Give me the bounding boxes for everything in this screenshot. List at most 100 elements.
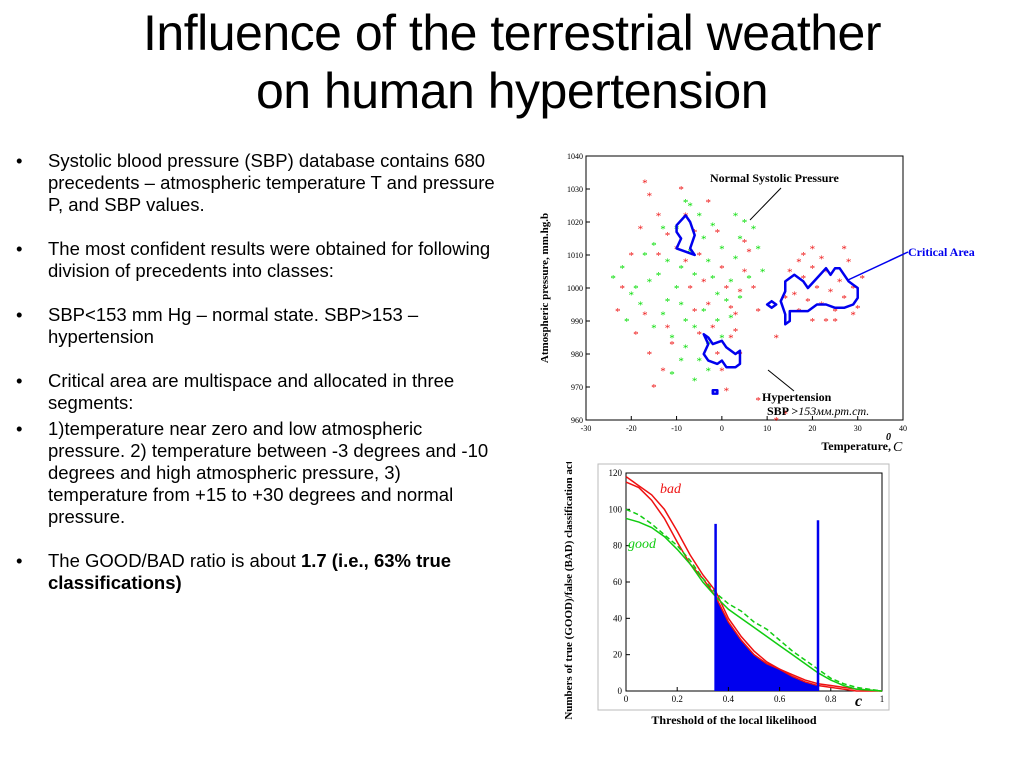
scatter-point-hypertension: * xyxy=(647,349,653,361)
scatter-point-hypertension: * xyxy=(701,276,707,288)
scatter-xlabel-unit-sup: 0 xyxy=(886,432,891,443)
scatter-point-normal: * xyxy=(710,273,716,285)
scatter-point-hypertension: * xyxy=(733,309,739,321)
scatter-point-hypertension: * xyxy=(746,247,752,259)
scatter-point-normal: * xyxy=(706,257,712,269)
scatter-point-hypertension: * xyxy=(696,250,702,262)
label-good: good xyxy=(628,537,657,552)
scatter-point-normal: * xyxy=(751,224,757,236)
critical-region xyxy=(779,266,859,326)
scatter-point-normal: * xyxy=(719,333,725,345)
scatter-point-normal: * xyxy=(629,290,635,302)
likelihood-xtick-label: 0.4 xyxy=(723,694,735,704)
scatter-point-hypertension: * xyxy=(719,263,725,275)
likelihood-ytick-label: 80 xyxy=(613,541,623,551)
bullet-item: SBP<153 mm Hg – normal state. SBP>153 – … xyxy=(14,304,499,348)
scatter-point-hypertension: * xyxy=(629,250,635,262)
scatter-point-hypertension: * xyxy=(810,263,816,275)
annotation-sbp-value: 153мм.рт.ст. xyxy=(798,404,869,418)
slide-title: Influence of the terrestrial weather on … xyxy=(0,4,1024,120)
scatter-point-hypertension: * xyxy=(783,408,789,420)
scatter-point-hypertension: * xyxy=(647,191,653,203)
scatter-point-normal: * xyxy=(696,210,702,222)
scatter-point-hypertension: * xyxy=(801,273,807,285)
scatter-point-hypertension: * xyxy=(832,316,838,328)
scatter-point-hypertension: * xyxy=(706,300,712,312)
scatter-point-hypertension: * xyxy=(638,224,644,236)
scatter-xtick-label: 20 xyxy=(808,424,816,433)
bullet-item-ratio: The GOOD/BAD ratio is about 1.7 (i.e., 6… xyxy=(14,550,499,594)
scatter-point-hypertension: * xyxy=(823,316,829,328)
scatter-point-normal: * xyxy=(633,283,639,295)
scatter-point-hypertension: * xyxy=(737,286,743,298)
scatter-point-hypertension: * xyxy=(828,286,834,298)
annotation-sbp-prefix: SBP > xyxy=(767,404,798,418)
series-line-bad xyxy=(625,481,882,692)
scatter-point-hypertension: * xyxy=(619,283,625,295)
scatter-point-normal: * xyxy=(733,253,739,265)
scatter-point-normal: * xyxy=(692,375,698,387)
scatter-point-hypertension: * xyxy=(855,303,861,315)
likelihood-ytick-label: 60 xyxy=(613,577,623,587)
scatter-point-normal: * xyxy=(742,217,748,229)
scatter-point-normal: * xyxy=(660,224,666,236)
likelihood-xtick-label: 0.8 xyxy=(825,694,837,704)
series-line-good_2 xyxy=(625,508,883,692)
scatter-point-hypertension: * xyxy=(651,382,657,394)
scatter-point-hypertension: * xyxy=(850,309,856,321)
scatter-xtick-label: -30 xyxy=(581,424,592,433)
annotation-normal-pointer xyxy=(749,187,782,221)
scatter-point-normal: * xyxy=(624,316,630,328)
scatter-point-hypertension: * xyxy=(728,303,734,315)
title-line-1: Influence of the terrestrial weather xyxy=(143,5,881,61)
title-line-2: on human hypertension xyxy=(255,63,769,119)
scatter-point-hypertension: * xyxy=(728,333,734,345)
scatter-ytick-label: 1040 xyxy=(567,152,583,161)
scatter-point-hypertension: * xyxy=(787,267,793,279)
scatter-chart: -30 -20 -10 0 10 20 30 409609709809901000101010… xyxy=(539,152,975,455)
scatter-point-hypertension: * xyxy=(724,385,730,397)
scatter-point-normal: * xyxy=(642,250,648,262)
scatter-point-hypertension: * xyxy=(733,326,739,338)
scatter-point-normal: * xyxy=(660,309,666,321)
scatter-point-hypertension: * xyxy=(814,283,820,295)
scatter-point-hypertension: * xyxy=(742,267,748,279)
scatter-point-normal: * xyxy=(610,273,616,285)
scatter-point-hypertension: * xyxy=(724,283,730,295)
scatter-point-normal: * xyxy=(719,243,725,255)
scatter-point-normal: * xyxy=(674,283,680,295)
likelihood-ylabel: Numbers of true (GOOD)/false (BAD) class… xyxy=(563,462,575,720)
scatter-point-normal: * xyxy=(737,293,743,305)
likelihood-chart: 0 0.2 0.4 0.6 0.8 1 0 20 40 60 80 100 120 bad good c… xyxy=(563,462,890,727)
label-bad: bad xyxy=(660,482,682,497)
series-line-good xyxy=(625,517,883,692)
bullet-item: The most confident results were obtained… xyxy=(14,238,499,282)
annotation-hyper: Hypertension xyxy=(762,390,832,404)
scatter-point-normal: * xyxy=(715,290,721,302)
annotation-sbp: SBP >153мм.рт.ст. xyxy=(767,404,869,418)
scatter-point-normal: * xyxy=(724,296,730,308)
scatter-point-hypertension: * xyxy=(850,283,856,295)
likelihood-ytick-label: 120 xyxy=(609,468,623,478)
scatter-xtick-label: -10 xyxy=(671,424,682,433)
scatter-point-normal: * xyxy=(710,220,716,232)
scatter-point-hypertension: * xyxy=(678,184,684,196)
scatter-xtick-label: -20 xyxy=(626,424,637,433)
scatter-point-normal: * xyxy=(687,201,693,213)
scatter-point-hypertension: * xyxy=(819,253,825,265)
scatter-point-hypertension: * xyxy=(656,250,662,262)
scatter-point-hypertension: * xyxy=(715,349,721,361)
scatter-point-hypertension: * xyxy=(642,309,648,321)
annotation-critical: Critical Area xyxy=(908,245,975,259)
likelihood-xtick-label: 1 xyxy=(880,694,885,704)
likelihood-ytick-label: 0 xyxy=(618,686,623,696)
scatter-xtick-label: 10 xyxy=(763,424,771,433)
scatter-ytick-label: 980 xyxy=(571,350,583,359)
scatter-point-hypertension: * xyxy=(805,296,811,308)
scatter-xlabel-unit: C xyxy=(893,440,903,455)
scatter-point-normal: * xyxy=(737,234,743,246)
scatter-point-hypertension: * xyxy=(710,323,716,335)
scatter-point-hypertension: * xyxy=(656,210,662,222)
critical-region xyxy=(765,299,778,310)
scatter-point-hypertension: * xyxy=(823,267,829,279)
